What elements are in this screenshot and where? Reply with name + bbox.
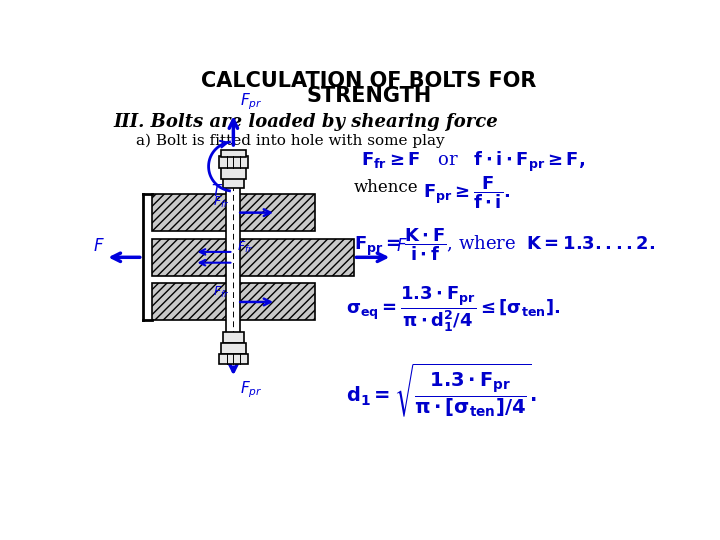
Bar xyxy=(219,156,248,168)
Text: $F$: $F$ xyxy=(94,238,105,255)
Text: a) Bolt is fitted into hole with some play: a) Bolt is fitted into hole with some pl… xyxy=(137,134,445,148)
Text: $F_{fr}$: $F_{fr}$ xyxy=(213,195,230,211)
Text: $F$: $F$ xyxy=(396,238,408,255)
Text: CALCULATION OF BOLTS FOR: CALCULATION OF BOLTS FOR xyxy=(202,71,536,91)
Text: $\mathbf{d_1 = \sqrt{\dfrac{1.3 \cdot F_{pr}}{\pi \cdot [\sigma_{ten}] / 4}}.}$: $\mathbf{d_1 = \sqrt{\dfrac{1.3 \cdot F_… xyxy=(346,361,537,419)
Text: $\mathbf{F_{fr} \geq F}$   or   $\mathbf{f \cdot i \cdot F_{pr} \geq F,}$: $\mathbf{F_{fr} \geq F}$ or $\mathbf{f \… xyxy=(361,150,585,174)
Text: $\mathbf{\sigma_{eq} = \dfrac{1.3 \cdot F_{pr}}{\pi \cdot d_1^2 / 4} \leq [\sigm: $\mathbf{\sigma_{eq} = \dfrac{1.3 \cdot … xyxy=(346,284,560,334)
Bar xyxy=(222,332,244,343)
Text: $F_{fr}$: $F_{fr}$ xyxy=(238,240,253,255)
Bar xyxy=(152,239,354,276)
Bar xyxy=(152,194,315,231)
Bar xyxy=(221,343,246,354)
Bar xyxy=(226,179,240,336)
Text: $\mathbf{F_{pr} \geq \dfrac{F}{f \cdot i}.}$: $\mathbf{F_{pr} \geq \dfrac{F}{f \cdot i… xyxy=(423,174,510,211)
Text: $\mathbf{F_{pr} = \dfrac{K \cdot F}{i \cdot f}}$, where  $\mathbf{K = 1.3....2.}: $\mathbf{F_{pr} = \dfrac{K \cdot F}{i \c… xyxy=(354,226,654,263)
Bar xyxy=(222,177,244,188)
Text: $F_{pr}$: $F_{pr}$ xyxy=(240,91,262,112)
Bar xyxy=(221,166,246,179)
Text: III. Bolts are loaded by shearing force: III. Bolts are loaded by shearing force xyxy=(113,112,498,131)
Bar xyxy=(221,150,246,157)
Text: $F_{pr}$: $F_{pr}$ xyxy=(240,380,262,400)
Bar xyxy=(219,354,248,364)
Text: STRENGTH: STRENGTH xyxy=(307,86,431,106)
Bar xyxy=(152,284,315,320)
Text: whence: whence xyxy=(354,179,418,196)
Text: $T$: $T$ xyxy=(211,183,223,199)
Text: $F_{fr}$: $F_{fr}$ xyxy=(213,285,230,300)
